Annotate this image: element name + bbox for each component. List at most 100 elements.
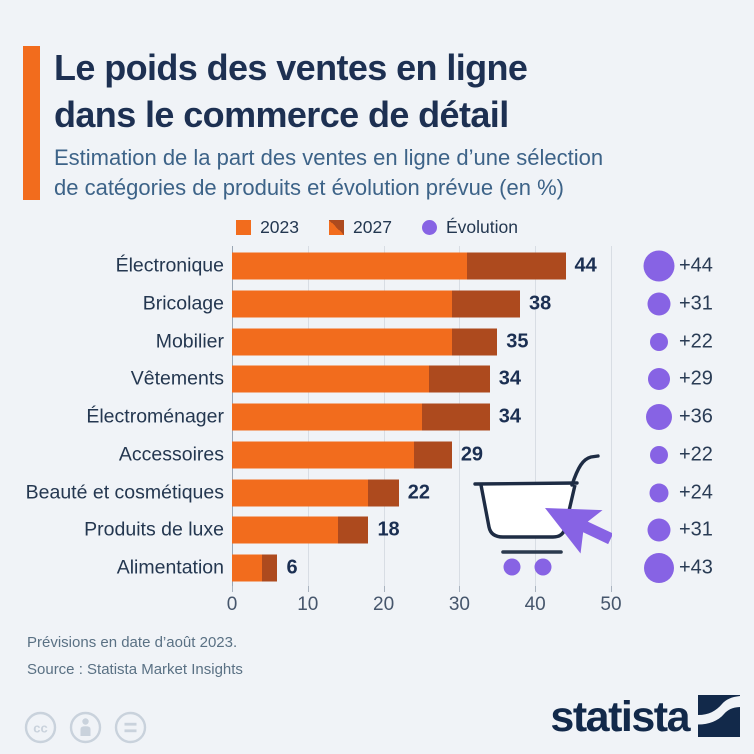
axis-tick-label-40: 40 (524, 594, 546, 615)
footer-source: Source : Statista Market Insights (27, 661, 243, 678)
bar-2027-6 (368, 479, 399, 506)
evolution-bubble (648, 368, 670, 391)
title-accent-bar (23, 46, 40, 200)
axis-tick-label-20: 20 (373, 594, 395, 615)
cart-wheel-left (503, 558, 521, 576)
legend-swatch-evolution (421, 219, 437, 235)
shopping-cart-illustration (473, 454, 612, 576)
bar-2023-0 (232, 252, 467, 280)
axis-tick-20 (383, 586, 385, 592)
bar-value-label: 35 (506, 330, 529, 352)
bar-2027-8 (262, 554, 278, 582)
legend-label-2023: 2023 (260, 216, 299, 237)
cursor-icon (545, 508, 612, 554)
category-label: Accessoires (118, 443, 224, 466)
evolution-bubble (643, 250, 675, 282)
chart-legend: 2023 2027 Évolution (0, 215, 754, 239)
legend-item-2027: 2027 (329, 217, 392, 238)
bar-2023-6 (232, 479, 369, 506)
axis-tick-30 (459, 586, 461, 592)
page-title: Le poids des ventes en ligne dans le com… (54, 44, 528, 138)
bar-2027-3 (429, 365, 490, 393)
cart-rim (473, 481, 579, 486)
statista-wordmark: statista (550, 693, 690, 741)
cart-wheel-right (534, 558, 552, 576)
cc-icon[interactable]: cc (24, 711, 57, 744)
legend-item-2023: 2023 (236, 217, 299, 238)
evolution-bubble (650, 445, 668, 464)
axis-tick-label-0: 0 (226, 594, 238, 615)
axis-tick-50 (611, 586, 612, 592)
footer-notes: Prévisions en date d’août 2023. Source :… (27, 629, 243, 683)
category-label: Bricolage (142, 292, 224, 315)
subtitle-line-1: Estimation de la part des ventes en lign… (54, 145, 604, 170)
bar-value-label: 34 (498, 367, 521, 390)
axis-tick-label-10: 10 (297, 594, 319, 615)
subtitle-line-2: de catégories de produits et évolution p… (54, 175, 564, 200)
category-label: Électronique (115, 254, 224, 277)
bar-value-label: 22 (407, 481, 430, 503)
evolution-bubble (646, 404, 672, 430)
bar-2023-2 (232, 328, 452, 355)
category-label: Vêtements (130, 367, 224, 390)
evolution-label: +24 (679, 481, 713, 503)
bar-2027-7 (338, 516, 369, 544)
axis-tick-label-30: 30 (448, 594, 470, 615)
legend-swatch-2027 (329, 219, 344, 235)
evolution-label: +22 (679, 443, 713, 466)
evolution-label: +36 (679, 405, 713, 428)
bar-2023-3 (232, 365, 430, 393)
evolution-label: +29 (679, 367, 713, 390)
bar-2027-1 (451, 290, 521, 318)
gridline-40 (535, 246, 537, 586)
license-icons[interactable]: cc (24, 711, 147, 744)
attribution-icon[interactable] (69, 711, 102, 744)
title-line-2: dans le commerce de détail (54, 94, 509, 135)
page-subtitle: Estimation de la part des ventes en lign… (54, 143, 603, 203)
category-label: Mobilier (155, 330, 224, 352)
evolution-label: +31 (679, 518, 713, 541)
bar-2027-2 (451, 328, 498, 355)
evolution-bubble (644, 553, 674, 583)
statista-logo[interactable]: statista (550, 695, 740, 739)
svg-text:cc: cc (33, 721, 47, 736)
title-line-1: Le poids des ventes en ligne (54, 47, 528, 88)
evolution-bubble (647, 292, 671, 316)
evolution-label: +43 (679, 556, 713, 579)
evolution-bubble (647, 518, 671, 542)
legend-label-evolution: Évolution (445, 216, 518, 237)
bar-2023-1 (232, 290, 452, 318)
cart-handle (570, 454, 600, 487)
gridline-50 (611, 246, 612, 586)
evolution-label: +22 (679, 330, 713, 352)
category-label: Alimentation (116, 556, 224, 579)
bar-2023-7 (232, 516, 339, 544)
axis-tick-label-50: 50 (600, 594, 622, 615)
statista-logo-mark (698, 695, 740, 737)
legend-label-2027: 2027 (353, 216, 392, 237)
category-label: Produits de luxe (84, 518, 224, 541)
bar-2027-5 (413, 441, 452, 469)
bar-2023-5 (232, 441, 414, 469)
axis-tick-0 (232, 586, 233, 592)
bar-value-label: 6 (286, 556, 298, 579)
bar-value-label: 34 (498, 405, 521, 428)
bar-value-label: 44 (574, 254, 597, 277)
category-label: Beauté et cosmétiques (25, 481, 224, 503)
legend-swatch-2023 (236, 219, 252, 235)
equal-icon[interactable] (114, 711, 147, 744)
bar-2027-0 (466, 252, 566, 280)
evolution-bubble (650, 332, 668, 351)
axis-tick-40 (535, 586, 537, 592)
bar-2023-4 (232, 403, 422, 431)
evolution-bubble (649, 483, 669, 502)
category-label: Électroménager (86, 405, 224, 428)
evolution-label: +44 (679, 254, 713, 277)
axis-tick-10 (307, 586, 309, 592)
evolution-label: +31 (679, 292, 713, 315)
bar-value-label: 18 (377, 518, 400, 541)
legend-item-evolution: Évolution (421, 216, 518, 238)
bar-value-label: 29 (460, 443, 484, 466)
bar-2027-4 (421, 403, 490, 431)
